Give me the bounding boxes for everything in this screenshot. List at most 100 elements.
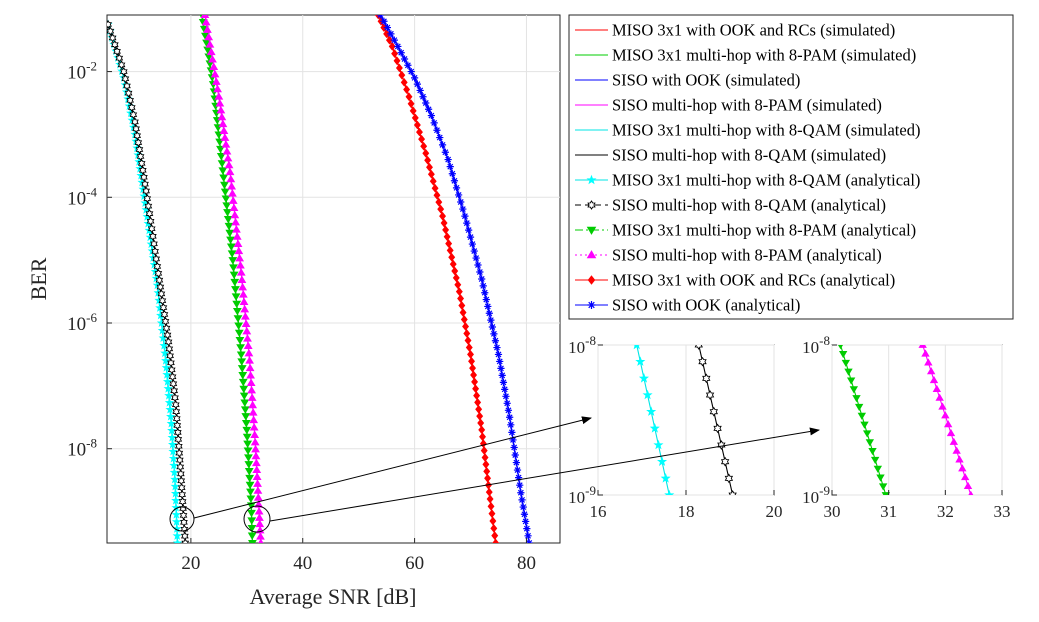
series-marker (181, 538, 190, 543)
series-marker (204, 32, 214, 41)
series-marker (498, 371, 506, 379)
series-marker (141, 179, 149, 189)
series-marker (222, 147, 232, 155)
zoom-circle-pam (243, 505, 271, 533)
legend-item-miso-3x1-multi-hop-with-8-qam-analytical: MISO 3x1 multi-hop with 8-QAM (analytica… (575, 171, 920, 190)
series-marker (407, 67, 415, 76)
series-marker (407, 99, 415, 109)
series-marker (248, 540, 257, 543)
series-marker (463, 219, 471, 227)
series-marker (870, 456, 880, 464)
series-marker (390, 36, 398, 44)
series-marker (241, 312, 250, 320)
inset-pam-series (837, 345, 974, 495)
series-marker (441, 148, 449, 156)
y-tick-label: 10-8 (802, 333, 830, 357)
series-marker (709, 406, 719, 417)
series-marker (140, 172, 148, 182)
series-marker (515, 474, 523, 482)
legend-label: MISO 3x1 multi-hop with 8-QAM (simulated… (612, 121, 920, 140)
series-marker (227, 182, 237, 190)
series-marker (217, 160, 227, 168)
legend-marker (586, 250, 597, 259)
series-marker (660, 473, 671, 483)
legend-marker (587, 301, 596, 309)
series-marker (846, 377, 856, 385)
series-marker (159, 340, 169, 350)
series-marker (132, 124, 140, 134)
series-marker (243, 447, 253, 455)
series-marker (221, 195, 231, 203)
zoom-circle-qam (169, 506, 195, 532)
series-marker (958, 464, 967, 472)
series-marker (490, 330, 498, 338)
series-marker (873, 465, 883, 473)
series-marker (459, 308, 467, 317)
series-marker (393, 56, 401, 66)
series-marker (492, 538, 500, 543)
series-marker (411, 113, 419, 123)
series-marker (156, 282, 165, 292)
series-marker (171, 509, 181, 519)
series-marker (241, 413, 251, 421)
series-marker (123, 81, 131, 91)
series-marker (214, 92, 224, 100)
series-marker (216, 145, 225, 154)
legend-label: MISO 3x1 multi-hop with 8-QAM (analytica… (612, 171, 920, 190)
series-marker (201, 17, 211, 26)
series-marker (152, 254, 161, 264)
series-marker (935, 393, 944, 401)
series-marker (499, 378, 508, 386)
series-marker (504, 406, 513, 414)
series-marker (219, 126, 229, 134)
series-marker (157, 289, 166, 299)
series-marker (244, 468, 254, 476)
series-marker (167, 365, 176, 375)
series-marker (518, 496, 526, 504)
series-marker (862, 430, 872, 438)
series-marker (247, 517, 257, 525)
legend-item-siso-multi-hop-with-8-qam-analytical: SISO multi-hop with 8-QAM (analytical) (575, 196, 886, 215)
series-marker (454, 280, 462, 290)
series-marker (232, 225, 241, 233)
series-marker (108, 33, 117, 43)
series-marker (135, 145, 144, 154)
series-marker (474, 398, 482, 407)
series-marker (946, 428, 956, 437)
series-marker (852, 395, 861, 403)
legend-marker (587, 275, 596, 285)
series-marker (881, 492, 891, 495)
series-marker (427, 111, 435, 120)
series-marker (465, 343, 473, 352)
series-marker (200, 15, 210, 18)
series-marker (442, 225, 450, 235)
series-marker (481, 289, 489, 297)
series-marker (502, 392, 510, 400)
series-line-miso-3x1-multi-hop-with-8-qam-analytical (636, 345, 670, 495)
series-marker (167, 358, 175, 368)
series-marker (228, 189, 237, 197)
series-marker (451, 266, 459, 276)
series-marker (133, 131, 142, 141)
series-marker (161, 355, 171, 365)
series-marker (513, 466, 522, 474)
series-marker (211, 77, 221, 85)
series-marker (168, 372, 177, 382)
series-marker (467, 350, 474, 359)
series-marker (215, 99, 225, 107)
series-marker (248, 408, 258, 416)
series-marker (443, 232, 451, 242)
series-marker (460, 315, 468, 324)
series-marker (229, 264, 238, 272)
series-marker (166, 411, 176, 421)
series-marker (222, 202, 232, 210)
x-tick-label: 80 (517, 553, 536, 574)
series-marker (162, 376, 173, 386)
series-marker (244, 454, 253, 462)
x-tick-label: 20 (181, 553, 200, 574)
series-marker (168, 446, 178, 456)
series-marker (247, 524, 257, 533)
series-marker (231, 286, 240, 294)
series-marker (481, 453, 489, 462)
series-marker (952, 446, 961, 454)
